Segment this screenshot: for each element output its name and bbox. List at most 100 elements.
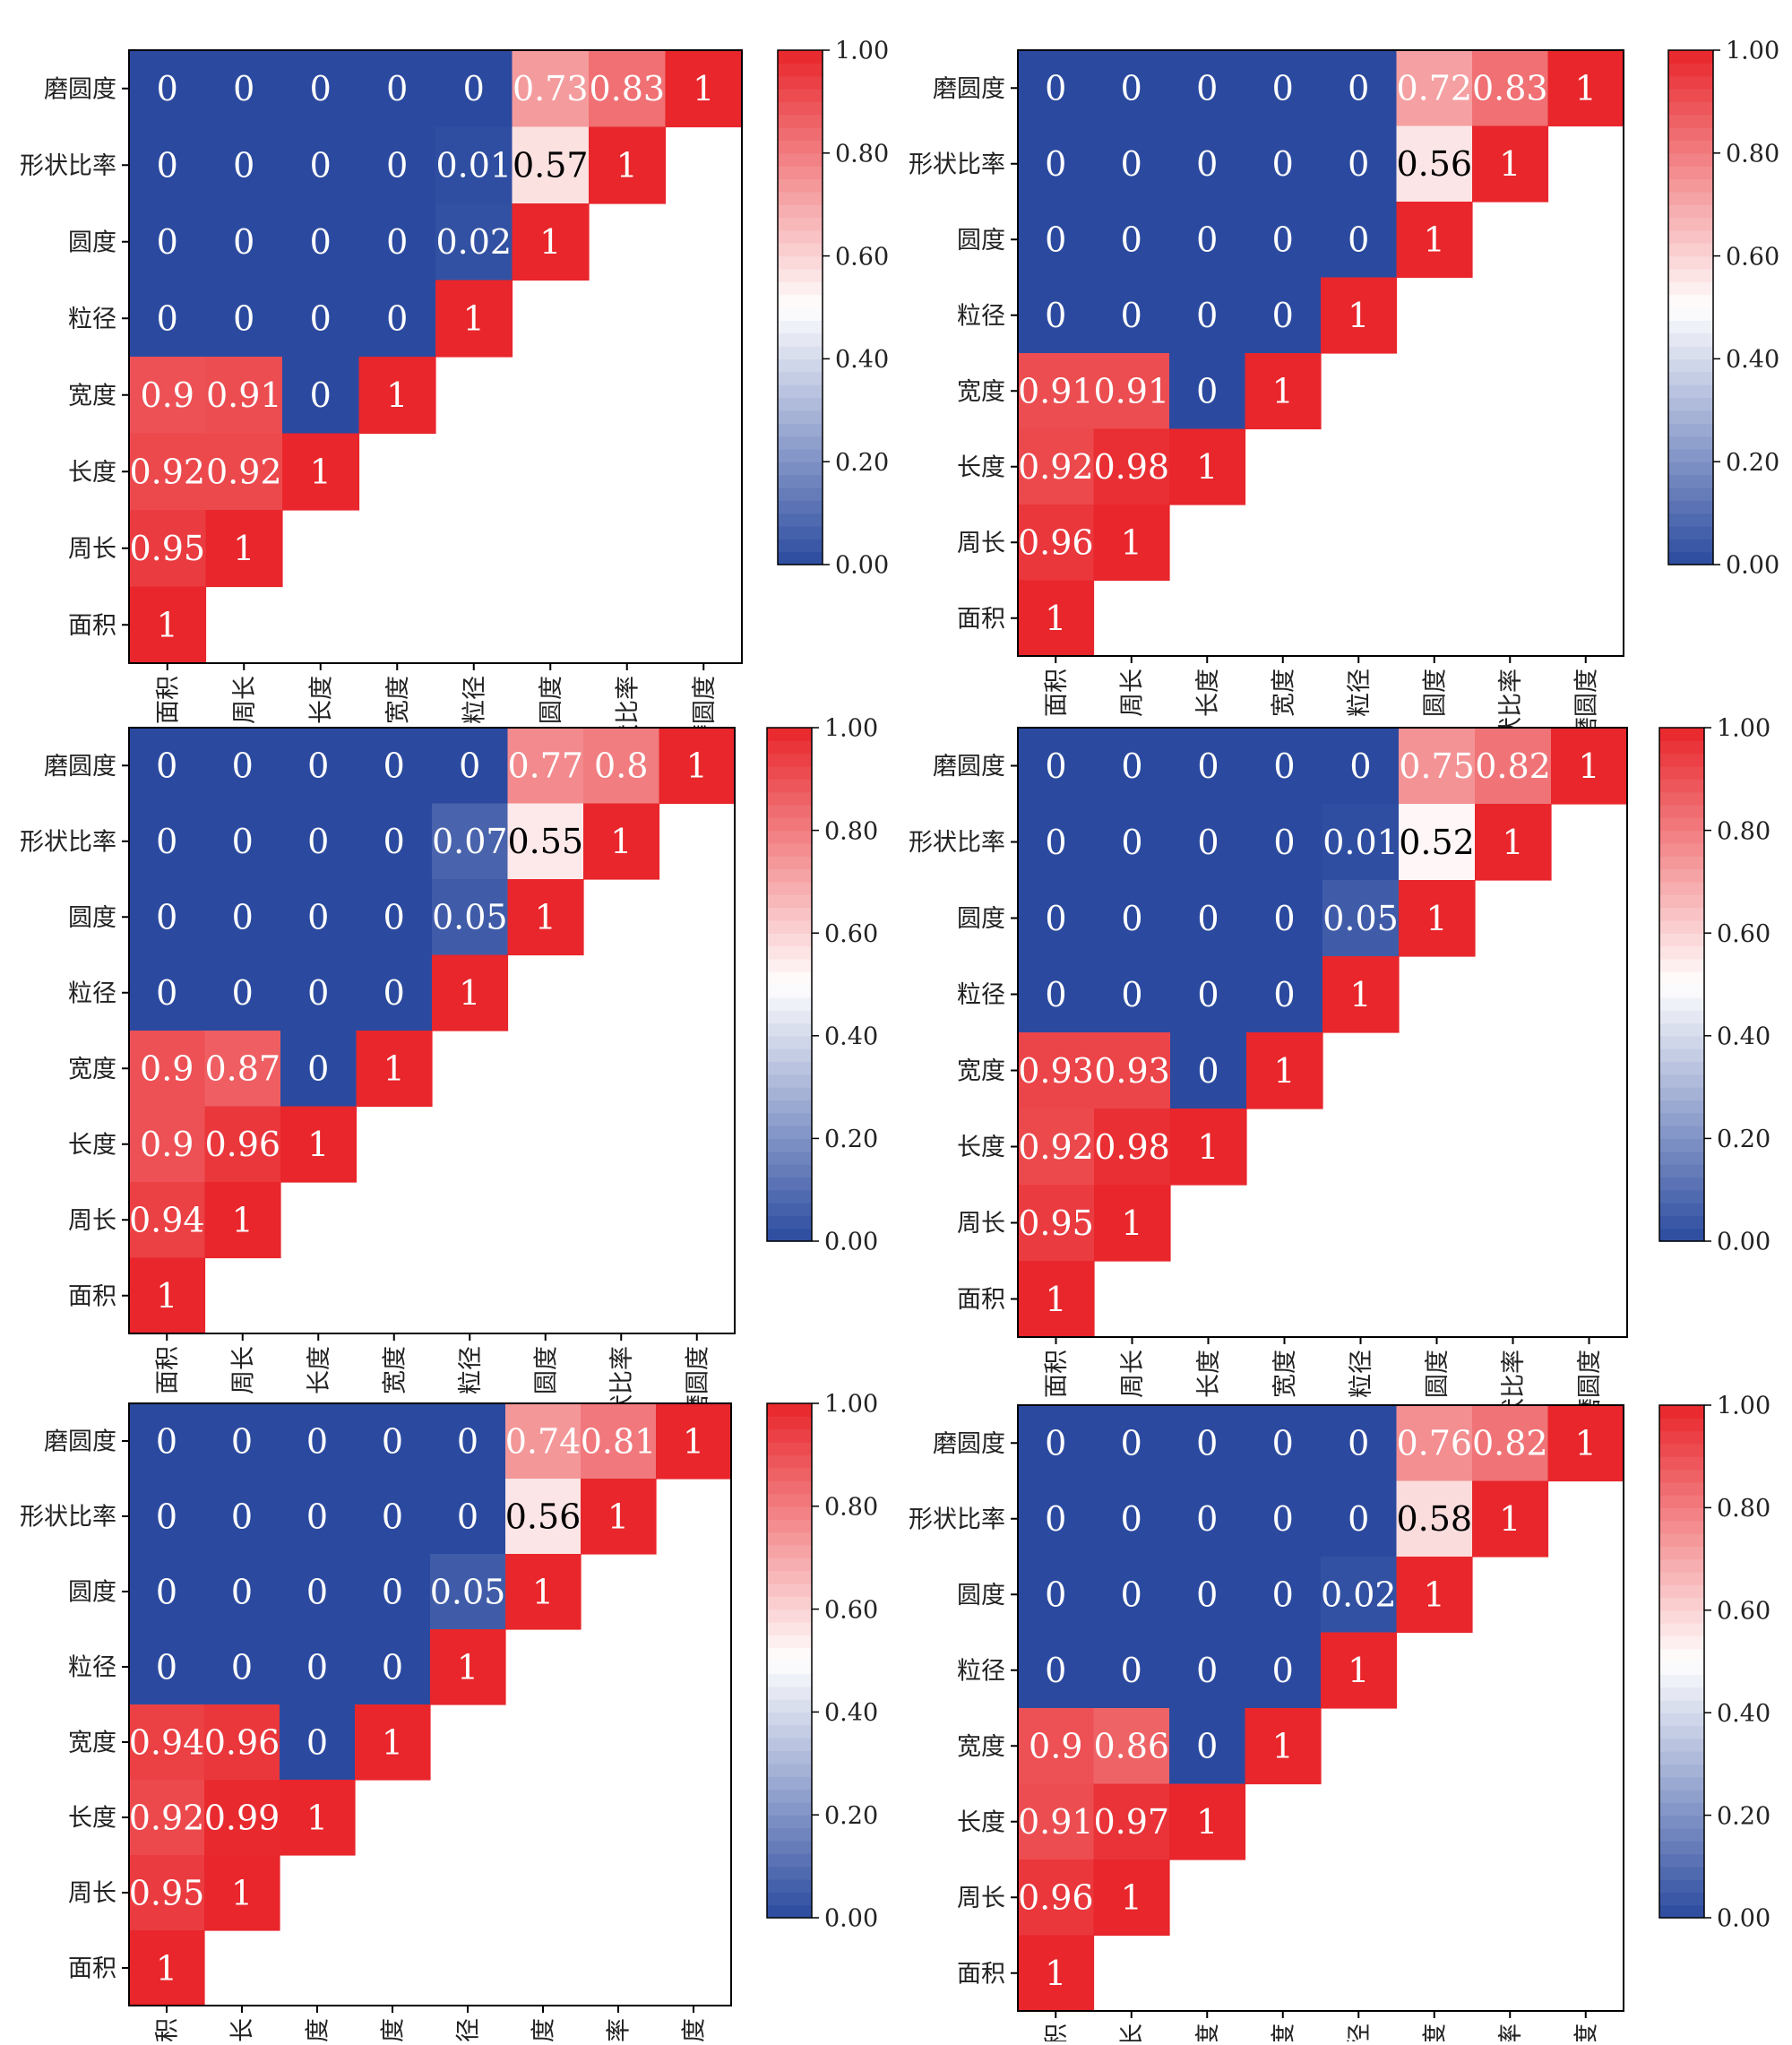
heatmap-cell — [129, 1257, 206, 1334]
colorbar-segment — [1659, 1418, 1704, 1432]
cell-value-label: 0.01 — [1322, 823, 1399, 862]
cell-value-label: 1 — [1499, 144, 1521, 184]
plot-frame — [128, 727, 736, 1334]
heatmap-cell — [507, 803, 584, 880]
colorbar-segment — [778, 217, 823, 231]
cell-value-label: 0 — [1045, 144, 1066, 184]
heatmap-cell — [129, 510, 207, 588]
colorbar-segment — [1659, 1430, 1704, 1445]
colorbar-tick-label: 0.80 — [1717, 817, 1770, 845]
colorbar-segment — [778, 474, 823, 488]
heatmap-cell — [129, 1629, 205, 1705]
cell-value-label: 0.9 — [140, 1125, 194, 1164]
colorbar-segment — [767, 1074, 812, 1088]
x-tick-label: 宽度 — [381, 1346, 409, 1394]
colorbar-segment — [1659, 817, 1704, 832]
colorbar-segment — [767, 997, 812, 1011]
colorbar-segment — [1659, 1215, 1704, 1230]
heatmap-cell — [204, 1855, 280, 1931]
colorbar-segment — [767, 1454, 812, 1469]
y-tick-label: 面积 — [68, 612, 116, 640]
colorbar-frame — [766, 1402, 813, 1919]
colorbar-segment — [1659, 1405, 1704, 1419]
heatmap-cell — [512, 126, 590, 204]
colorbar-segment — [767, 1724, 812, 1739]
heatmap-cell — [1170, 1032, 1247, 1109]
heatmap-cell — [1322, 956, 1400, 1033]
heatmap-cell — [280, 1106, 358, 1183]
colorbar-segment — [767, 1609, 812, 1623]
heatmap-cell — [1321, 50, 1398, 127]
y-tick-label: 长度 — [957, 1134, 1005, 1161]
colorbar-segment — [778, 358, 823, 373]
colorbar-segment — [1659, 1699, 1704, 1713]
x-tick-label: 宽度 — [1270, 2023, 1297, 2041]
heatmap-cell — [1093, 50, 1170, 127]
plot-frame — [1017, 49, 1624, 657]
y-tick-label: 周长 — [68, 1207, 116, 1235]
cell-value-label: 0 — [306, 1421, 328, 1461]
colorbar-frame — [1667, 49, 1714, 565]
colorbar-frame — [1658, 727, 1705, 1242]
colorbar-segment — [767, 1403, 812, 1417]
y-tick-label: 圆度 — [68, 229, 116, 256]
y-tick-label: 长度 — [68, 1805, 116, 1833]
cell-value-label: 0 — [1045, 69, 1066, 108]
cell-value-label: 0.55 — [507, 822, 583, 861]
colorbar-segment — [778, 89, 823, 102]
colorbar-tick-label: 0.00 — [824, 1229, 878, 1256]
colorbar-segment — [778, 332, 823, 347]
heatmap-cell — [129, 1031, 206, 1108]
colorbar-segment — [767, 1061, 812, 1075]
y-tick-label: 磨圆度 — [44, 753, 116, 781]
cell-value-label: 0.94 — [129, 1722, 205, 1762]
cell-value-label: 1 — [307, 1125, 329, 1164]
cell-value-label: 0 — [386, 146, 408, 186]
colorbar-tick-label: 0.80 — [1717, 1495, 1770, 1523]
colorbar-segment — [1668, 204, 1713, 219]
cell-value-label: 0 — [1196, 1424, 1218, 1463]
cell-value-label: 0 — [156, 1572, 177, 1611]
colorbar-frame — [1658, 1404, 1705, 1919]
colorbar-tick-label: 0.80 — [824, 817, 878, 845]
heatmap-cell — [430, 1554, 506, 1630]
cell-value-label: 0 — [1121, 1499, 1142, 1539]
cell-value-label: 0.94 — [129, 1201, 205, 1240]
colorbar-segment — [1668, 140, 1713, 154]
colorbar-segment — [1659, 1087, 1704, 1101]
heatmap-cell — [355, 1704, 431, 1781]
cell-value-label: 0 — [1272, 1424, 1294, 1463]
cell-value-label: 0 — [1121, 1575, 1142, 1615]
cell-value-label: 0 — [1196, 1575, 1218, 1615]
colorbar-segment — [1668, 281, 1713, 296]
plot-frame — [1017, 727, 1628, 1338]
heatmap-cell — [1093, 1708, 1170, 1785]
colorbar-segment — [767, 842, 812, 857]
colorbar-segment — [767, 1878, 812, 1893]
colorbar-segment — [1668, 474, 1713, 488]
cell-value-label: 0 — [157, 146, 178, 186]
y-tick-label: 形状比率 — [909, 829, 1005, 857]
cell-value-label: 1 — [232, 1201, 254, 1240]
heatmap-cell — [1018, 353, 1095, 430]
cell-value-label: 0 — [459, 746, 480, 786]
heatmap-cell — [205, 126, 283, 204]
heatmap-cell — [1169, 50, 1246, 127]
cell-value-label: 0 — [1348, 144, 1369, 184]
heatmap-cell — [1170, 880, 1247, 957]
cell-value-label: 1 — [1349, 975, 1371, 1014]
colorbar-segment — [1659, 1841, 1704, 1855]
colorbar-segment — [1659, 958, 1704, 972]
cell-value-label: 0 — [232, 746, 254, 786]
y-tick-label: 形状比率 — [20, 152, 116, 180]
heatmap-cell — [1246, 728, 1323, 805]
cell-value-label: 1 — [532, 1572, 554, 1611]
colorbar-segment — [767, 958, 812, 972]
cell-value-label: 1 — [382, 1722, 403, 1762]
colorbar-tick-label: 0.20 — [1717, 1802, 1770, 1830]
heatmap-cell — [129, 1403, 205, 1480]
cell-value-label: 0 — [1272, 144, 1294, 184]
heatmap-cell — [1245, 1557, 1322, 1634]
heatmap-cell — [1246, 880, 1323, 957]
colorbar-segment — [1659, 1584, 1704, 1599]
